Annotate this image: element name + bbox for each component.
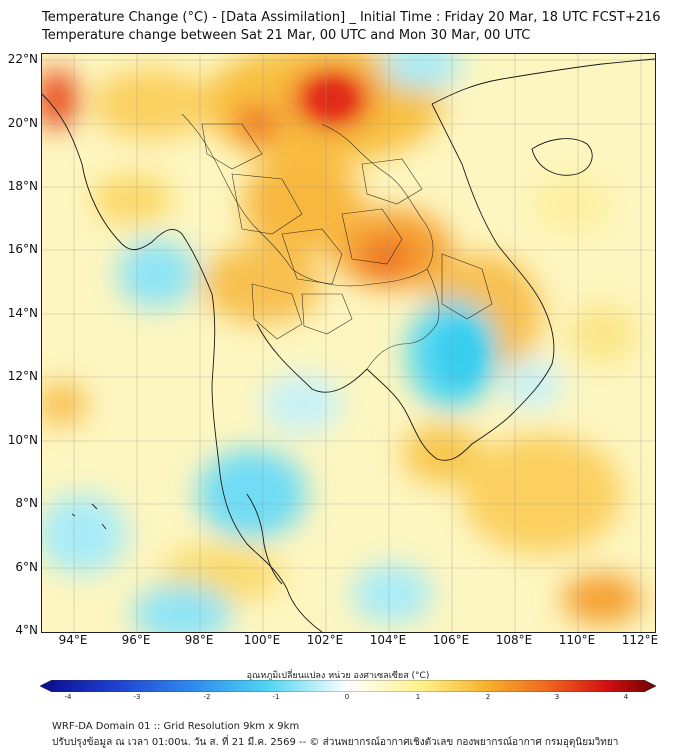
colorbar xyxy=(40,680,656,692)
colorbar-tick: -4 xyxy=(64,693,72,701)
lon-tick-104e: 104°E xyxy=(369,633,407,647)
colorbar-tick: 3 xyxy=(554,693,560,701)
lat-tick-12n: 12°N xyxy=(7,369,38,383)
map-canvas xyxy=(42,54,655,632)
colorbar-tick: 0 xyxy=(344,693,350,701)
lon-tick-98e: 98°E xyxy=(184,633,214,647)
lat-tick-18n: 18°N xyxy=(7,179,38,193)
admin-borders xyxy=(181,113,493,370)
lat-tick-22n: 22°N xyxy=(7,52,38,66)
lon-tick-112e: 112°E xyxy=(621,633,659,647)
colorbar-tick: -2 xyxy=(203,693,211,701)
map-title: Temperature Change (°C) - [Data Assimila… xyxy=(42,10,661,25)
lat-tick-16n: 16°N xyxy=(7,242,38,256)
colorbar-label: อุณหภูมิเปลี่ยนแปลง หน่วย องศาเซลเซียส (… xyxy=(246,671,430,681)
lon-tick-110e: 110°E xyxy=(558,633,596,647)
colorbar-tick: -3 xyxy=(133,693,141,701)
lat-tick-8n: 8°N xyxy=(15,496,38,510)
temperature-change-map[interactable] xyxy=(41,53,656,633)
map-subtitle: Temperature change between Sat 21 Mar, 0… xyxy=(42,28,531,43)
lon-tick-100e: 100°E xyxy=(243,633,281,647)
lon-tick-96e: 96°E xyxy=(121,633,151,647)
lon-tick-108e: 108°E xyxy=(495,633,533,647)
graticule xyxy=(42,54,655,632)
lon-tick-94e: 94°E xyxy=(58,633,88,647)
lat-tick-10n: 10°N xyxy=(7,433,38,447)
lon-tick-106e: 106°E xyxy=(432,633,470,647)
colorbar-tick: 1 xyxy=(415,693,421,701)
colorbar-tick: -1 xyxy=(272,693,280,701)
colorbar-tick: 4 xyxy=(623,693,629,701)
lat-tick-4n: 4°N xyxy=(15,623,38,637)
footer-model-info: WRF-DA Domain 01 :: Grid Resolution 9km … xyxy=(52,721,300,732)
lat-tick-6n: 6°N xyxy=(15,560,38,574)
coastlines xyxy=(42,58,655,632)
footer-update-info: ปรับปรุงข้อมูล ณ เวลา 01:00น. วัน ส. ที่… xyxy=(52,737,619,748)
lat-tick-20n: 20°N xyxy=(7,116,38,130)
colorbar-tick: 2 xyxy=(485,693,491,701)
lat-tick-14n: 14°N xyxy=(7,306,38,320)
lon-tick-102e: 102°E xyxy=(306,633,344,647)
